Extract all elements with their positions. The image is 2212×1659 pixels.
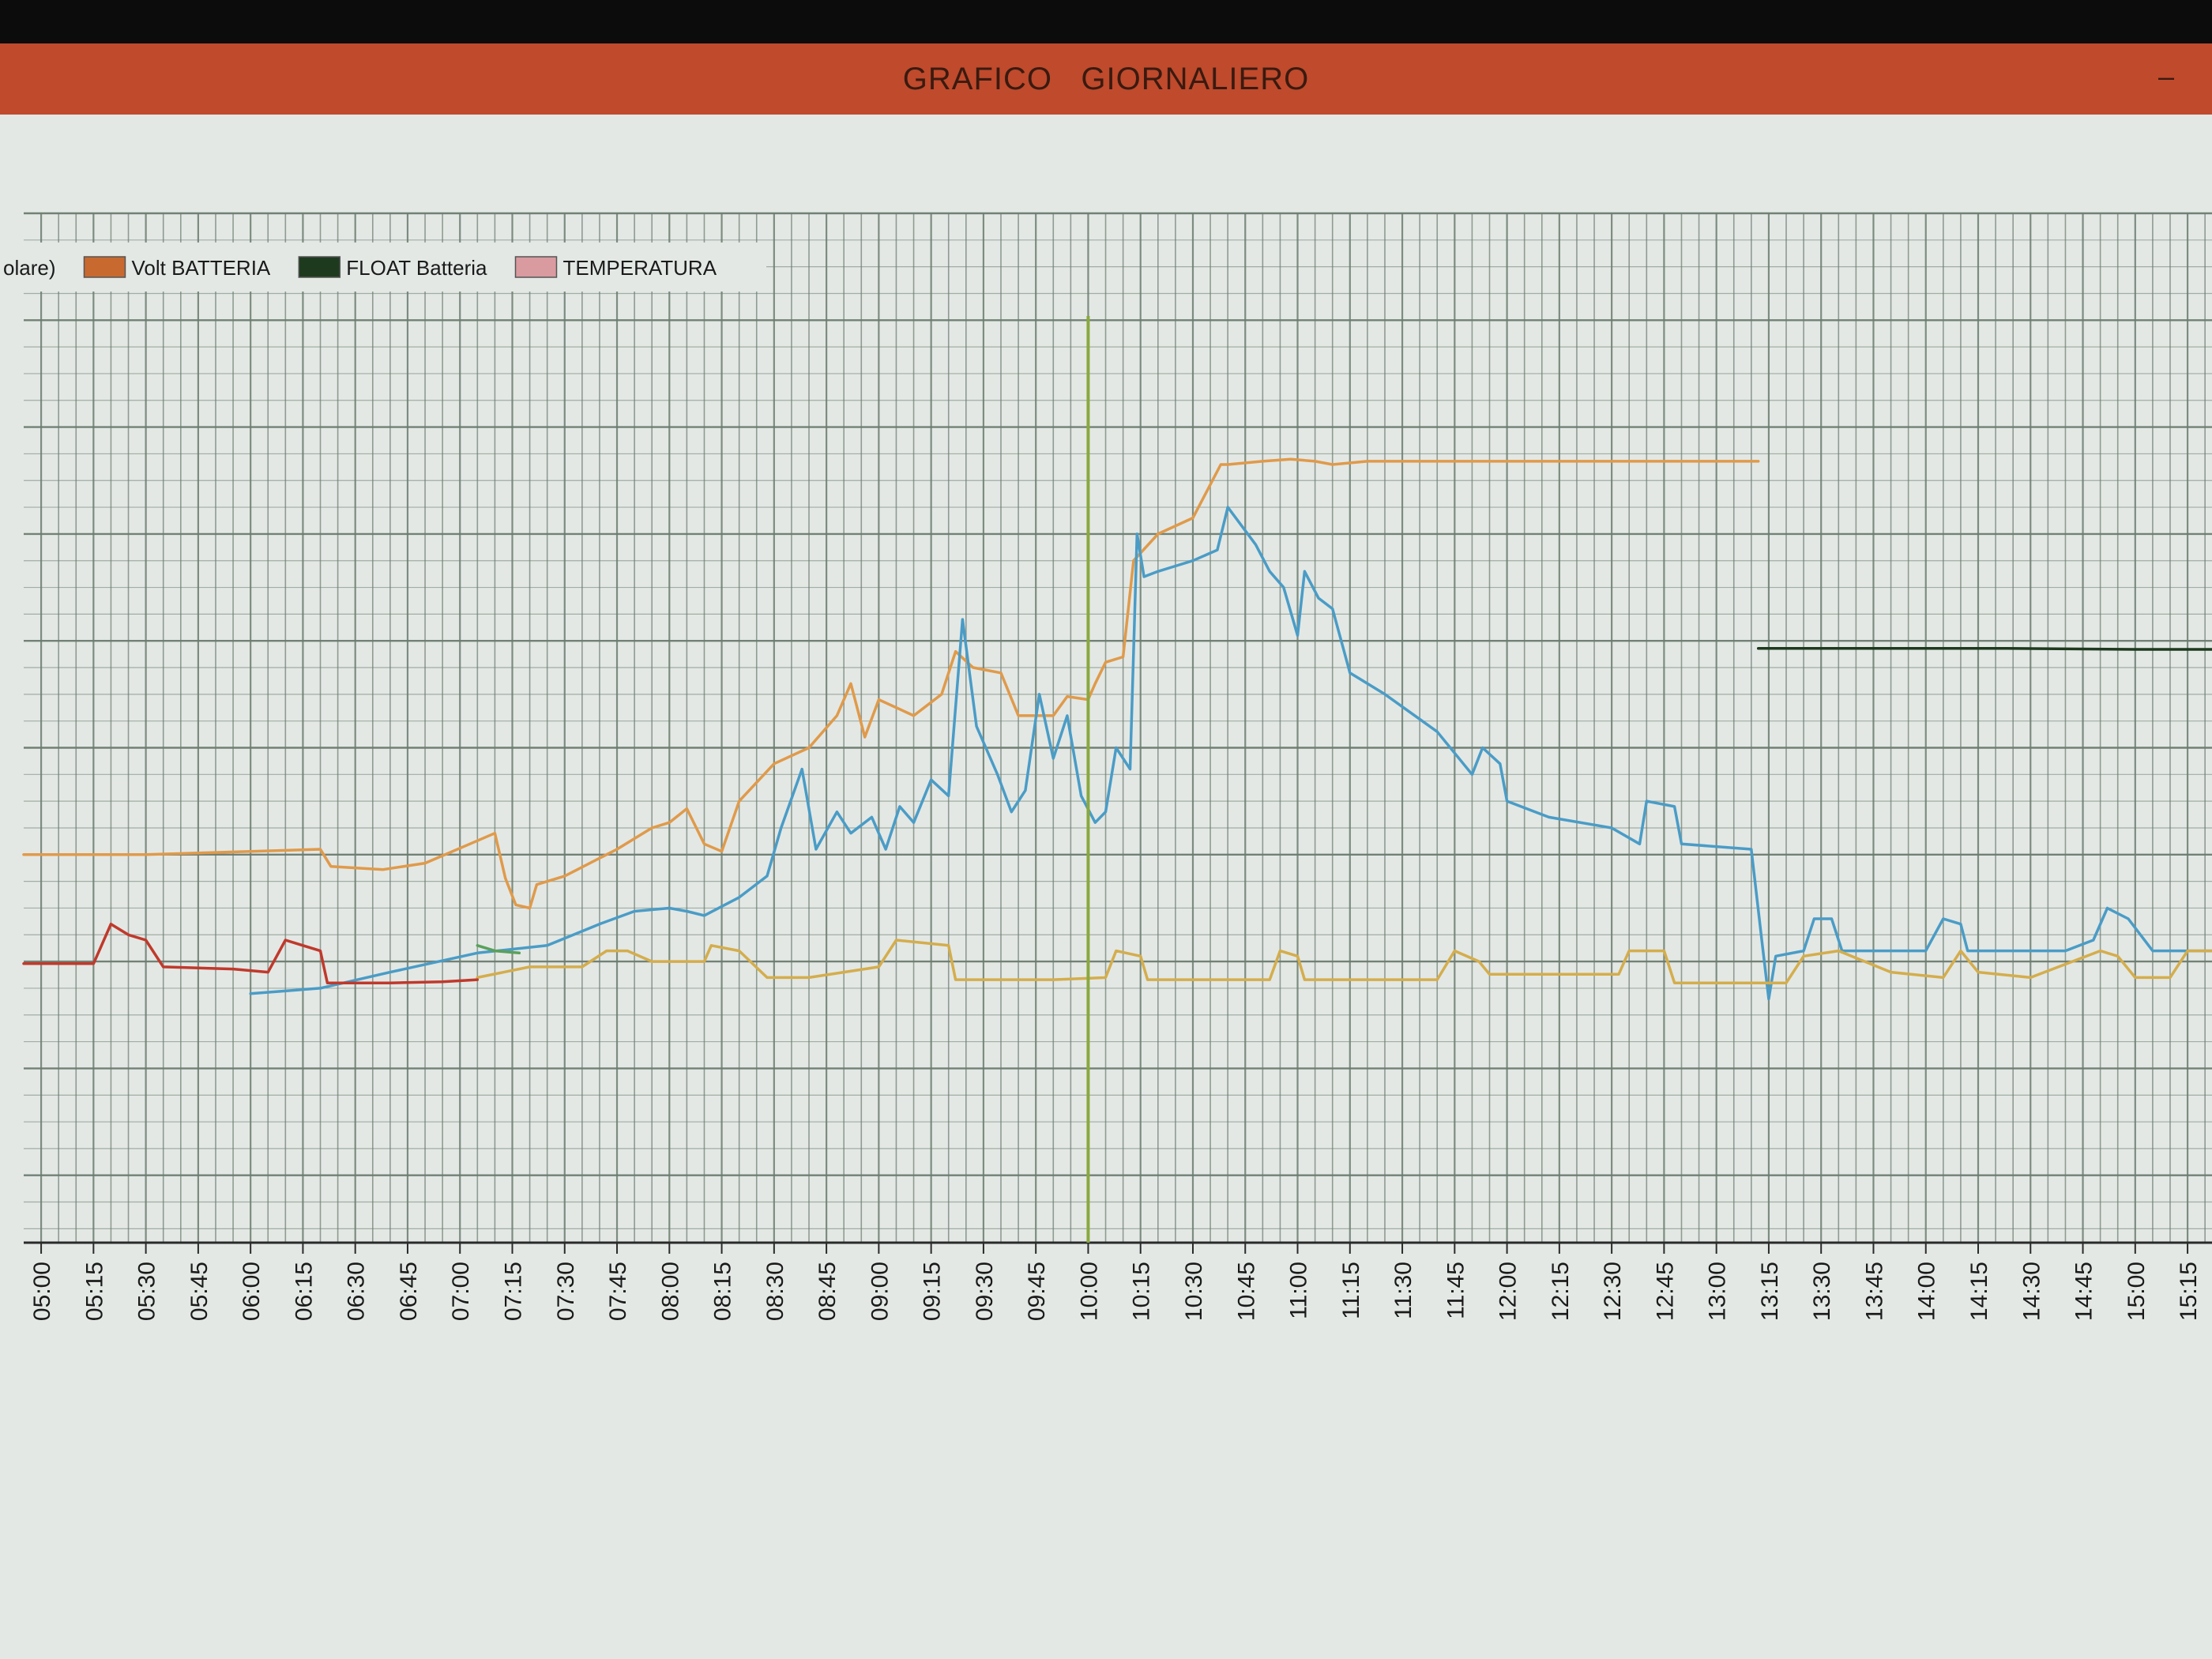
x-tick-label: 09:45 — [1024, 1262, 1050, 1321]
legend-background — [0, 243, 766, 292]
x-tick-label: 12:15 — [1548, 1262, 1574, 1321]
legend-item: olare) — [3, 256, 55, 280]
legend-item: TEMPERATURA — [514, 256, 717, 280]
legend-label: Volt BATTERIA — [131, 256, 270, 280]
x-tick-label: 05:45 — [186, 1262, 213, 1321]
x-tick-label: 06:15 — [291, 1262, 317, 1321]
x-tick-label: 15:00 — [2124, 1262, 2150, 1321]
x-tick-label: 07:15 — [501, 1262, 527, 1321]
grid — [24, 212, 2212, 1244]
x-tick-label: 09:00 — [867, 1262, 893, 1321]
x-tick-label: 14:45 — [2071, 1262, 2097, 1321]
x-tick-label: 15:15 — [2176, 1262, 2202, 1321]
x-tick-label: 08:45 — [814, 1262, 841, 1321]
app-screen: GRAFICO GIORNALIERO – olare) Volt BATTERI… — [0, 43, 2212, 1659]
legend-label: olare) — [3, 256, 55, 280]
minimize-button[interactable]: – — [2157, 60, 2175, 92]
x-tick-label: 13:30 — [1809, 1262, 1835, 1321]
legend-swatch — [298, 256, 341, 278]
daily-chart: olare) Volt BATTERIA FLOAT Batteria TEMPERA… — [0, 212, 2212, 1321]
x-tick-label: 05:15 — [81, 1262, 107, 1321]
legend-label: TEMPERATURA — [563, 256, 717, 280]
x-tick-label: 07:00 — [448, 1262, 474, 1321]
x-tick-label: 12:45 — [1652, 1262, 1678, 1321]
x-tick-label: 14:30 — [2018, 1262, 2045, 1321]
x-tick-label: 12:30 — [1600, 1262, 1626, 1321]
x-axis: 05:00 05:15 05:30 05:45 06:00 06:15 06:30 06:45… — [29, 1243, 2202, 1321]
legend: olare) Volt BATTERIA FLOAT Batteria TEMPERA… — [0, 243, 766, 292]
x-tick-label: 06:30 — [344, 1262, 370, 1321]
x-tick-label: 05:30 — [134, 1262, 160, 1321]
x-tick-label: 08:30 — [762, 1262, 788, 1321]
x-tick-label: 11:30 — [1390, 1262, 1416, 1319]
x-tick-label: 13:00 — [1705, 1262, 1731, 1321]
x-tick-label: 12:00 — [1495, 1262, 1522, 1321]
x-tick-label: 11:45 — [1443, 1262, 1469, 1319]
x-tick-label: 05:00 — [29, 1262, 55, 1321]
series-line — [476, 939, 2212, 984]
x-tick-label: 14:00 — [1914, 1262, 1940, 1321]
window-title: GRAFICO GIORNALIERO — [902, 61, 1310, 96]
legend-swatch — [514, 256, 558, 278]
x-tick-label: 11:15 — [1338, 1262, 1364, 1319]
legend-label: FLOAT Batteria — [346, 256, 487, 280]
x-tick-label: 10:15 — [1129, 1262, 1155, 1321]
title-bar: GRAFICO GIORNALIERO – — [0, 43, 2212, 115]
x-tick-label: 10:00 — [1076, 1262, 1102, 1321]
x-tick-label: 06:45 — [396, 1262, 422, 1321]
legend-item: Volt BATTERIA — [83, 256, 271, 280]
x-tick-label: 07:30 — [553, 1262, 579, 1321]
x-tick-label: 07:45 — [605, 1262, 631, 1321]
x-tick-label: 08:15 — [710, 1262, 736, 1321]
x-tick-label: 10:45 — [1233, 1262, 1259, 1321]
x-tick-label: 13:45 — [1861, 1262, 1887, 1321]
x-tick-label: 10:30 — [1181, 1262, 1207, 1321]
legend-swatch — [83, 256, 126, 278]
x-tick-label: 14:15 — [1966, 1262, 1992, 1321]
series-line — [249, 506, 2212, 1001]
legend-item: FLOAT Batteria — [298, 256, 487, 280]
series-line — [22, 457, 1760, 910]
x-tick-label: 09:30 — [972, 1262, 998, 1321]
plot-area — [22, 316, 2212, 1243]
x-tick-label: 08:00 — [657, 1262, 683, 1321]
x-tick-label: 13:15 — [1757, 1262, 1783, 1321]
series-line — [22, 922, 480, 984]
series-line — [476, 944, 521, 955]
x-tick-label: 11:00 — [1286, 1262, 1312, 1319]
x-tick-label: 09:15 — [920, 1262, 946, 1321]
x-tick-label: 06:00 — [239, 1262, 265, 1321]
